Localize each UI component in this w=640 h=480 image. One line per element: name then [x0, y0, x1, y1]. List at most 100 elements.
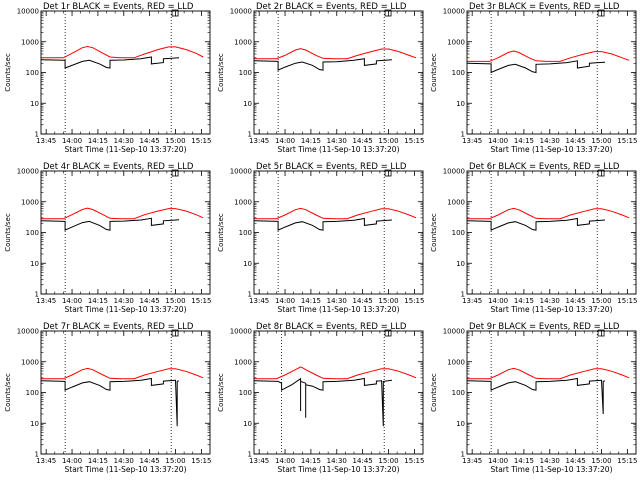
panel-title: Det 7r BLACK = Events, RED = LLD: [43, 322, 194, 332]
y-tick-label: 1: [35, 131, 39, 139]
events-series-line: [253, 217, 393, 231]
plot-frame: [253, 170, 424, 295]
lld-series-line: [467, 50, 630, 62]
x-tick-label: 14:30: [540, 457, 560, 465]
x-tick-label: 13:45: [249, 457, 269, 465]
x-axis-label: Start Time (11-Sep-10 13:37:20): [278, 305, 400, 314]
events-series-line: [466, 377, 606, 415]
x-tick-label: 14:00: [488, 297, 508, 305]
x-tick-label: 15:15: [617, 137, 637, 145]
y-tick-label: 100: [26, 389, 39, 397]
y-axis-label: Counts/sec: [217, 53, 225, 92]
panel-5: Det 5r BLACK = Events, RED = LLD 1 10 100 10…: [217, 162, 424, 314]
y-tick-label: 1000: [21, 38, 39, 46]
y-axis-label: Counts/sec: [4, 373, 12, 412]
events-series-line: [253, 377, 393, 427]
y-tick-label: 1: [35, 291, 39, 299]
y-tick-label: 100: [239, 229, 252, 237]
y-tick-label: 10: [456, 260, 465, 268]
legend-box: [384, 329, 392, 337]
x-tick-label: 13:45: [462, 457, 482, 465]
plot-frame: [466, 10, 637, 135]
lld-series-line: [41, 207, 204, 220]
plot-frame: [466, 170, 637, 295]
y-tick-label: 100: [452, 389, 465, 397]
x-tick-label: 14:15: [88, 457, 108, 465]
y-tick-label: 10: [30, 100, 39, 108]
x-tick-label: 14:45: [566, 137, 586, 145]
events-series-line: [466, 60, 606, 74]
events-series-line: [253, 58, 393, 71]
lld-series-line: [254, 366, 417, 380]
x-tick-label: 13:45: [249, 137, 269, 145]
x-tick-label: 14:00: [488, 137, 508, 145]
y-tick-label: 10: [30, 420, 39, 428]
panel-title: Det 9r BLACK = Events, RED = LLD: [469, 322, 620, 332]
x-tick-label: 14:30: [327, 457, 347, 465]
y-tick-label: 1000: [447, 198, 465, 206]
plot-frame: [40, 330, 211, 455]
y-tick-label: 1: [461, 131, 465, 139]
x-tick-label: 14:30: [327, 297, 347, 305]
panel-title: Det 5r BLACK = Events, RED = LLD: [256, 162, 407, 172]
plot-frame: [466, 330, 637, 455]
legend-box: [384, 169, 392, 177]
events-series-line: [40, 56, 180, 69]
x-tick-label: 14:15: [514, 137, 534, 145]
x-axis-label: Start Time (11-Sep-10 13:37:20): [65, 465, 187, 474]
x-tick-label: 14:00: [275, 297, 295, 305]
panel-title: Det 2r BLACK = Events, RED = LLD: [256, 2, 407, 12]
y-tick-label: 1000: [234, 38, 252, 46]
x-tick-label: 15:00: [378, 457, 398, 465]
y-tick-label: 10000: [443, 168, 465, 176]
x-tick-label: 14:30: [540, 137, 560, 145]
x-axis-label: Start Time (11-Sep-10 13:37:20): [65, 145, 187, 154]
y-tick-label: 10000: [443, 328, 465, 336]
x-tick-label: 14:00: [62, 297, 82, 305]
events-series-line: [466, 217, 606, 231]
panel-title: Det 8r BLACK = Events, RED = LLD: [256, 322, 407, 332]
y-axis-label: Counts/sec: [4, 53, 12, 92]
x-tick-label: 14:45: [353, 457, 373, 465]
y-tick-label: 1: [248, 131, 252, 139]
x-tick-label: 15:00: [591, 457, 611, 465]
y-tick-label: 100: [239, 69, 252, 77]
x-tick-label: 14:30: [114, 297, 134, 305]
legend-box: [171, 9, 179, 17]
x-axis-label: Start Time (11-Sep-10 13:37:20): [278, 145, 400, 154]
x-tick-label: 15:15: [191, 137, 211, 145]
y-tick-label: 10: [456, 420, 465, 428]
lld-series-line: [254, 207, 417, 220]
x-tick-label: 14:45: [140, 457, 160, 465]
x-tick-label: 15:00: [165, 457, 185, 465]
x-tick-label: 15:00: [378, 297, 398, 305]
x-tick-label: 13:45: [36, 457, 56, 465]
x-tick-label: 15:00: [378, 137, 398, 145]
x-tick-label: 14:45: [566, 457, 586, 465]
x-tick-label: 15:15: [617, 297, 637, 305]
x-axis-label: Start Time (11-Sep-10 13:37:20): [491, 465, 613, 474]
panel-1: Det 1r BLACK = Events, RED = LLD 1 10 100 10…: [4, 2, 211, 154]
x-tick-label: 14:30: [114, 137, 134, 145]
y-tick-label: 1: [35, 451, 39, 459]
x-tick-label: 14:00: [488, 457, 508, 465]
y-tick-label: 100: [239, 389, 252, 397]
x-tick-label: 14:00: [275, 137, 295, 145]
lld-series-line: [254, 48, 417, 60]
x-tick-label: 15:15: [191, 457, 211, 465]
y-tick-label: 100: [452, 229, 465, 237]
y-axis-label: Counts/sec: [430, 373, 438, 412]
y-tick-label: 10: [30, 260, 39, 268]
lld-series-line: [41, 45, 204, 59]
x-tick-label: 13:45: [36, 137, 56, 145]
y-axis-label: Counts/sec: [4, 213, 12, 252]
y-tick-label: 100: [452, 69, 465, 77]
y-tick-label: 1000: [234, 358, 252, 366]
x-tick-label: 13:45: [462, 297, 482, 305]
x-tick-label: 14:15: [88, 137, 108, 145]
y-tick-label: 10000: [17, 8, 39, 16]
y-tick-label: 1: [461, 451, 465, 459]
panel-3: Det 3r BLACK = Events, RED = LLD 1 10 100 10…: [430, 2, 637, 154]
panel-title: Det 6r BLACK = Events, RED = LLD: [469, 162, 620, 172]
y-tick-label: 10000: [230, 8, 252, 16]
